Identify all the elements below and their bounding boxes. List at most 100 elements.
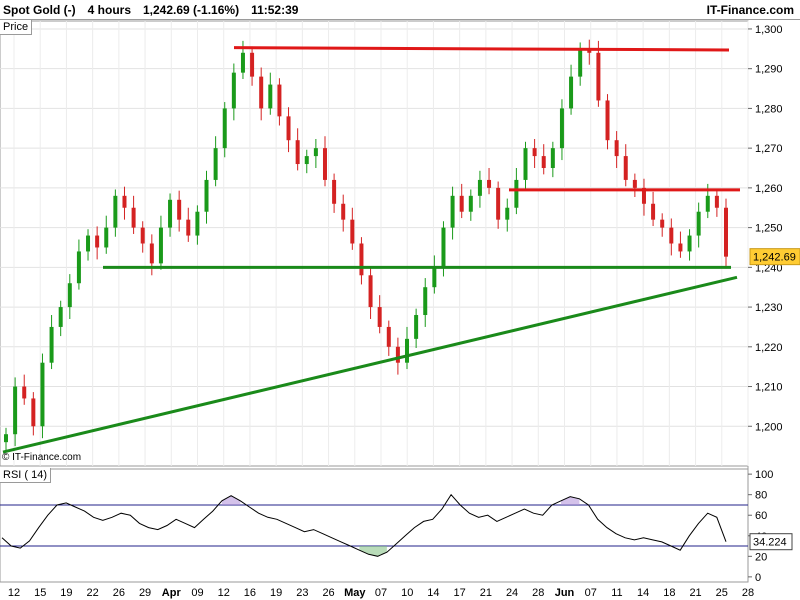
candle-body bbox=[714, 195, 719, 208]
candle-body bbox=[149, 243, 154, 264]
candle-body bbox=[86, 235, 91, 252]
candle-body bbox=[304, 156, 309, 165]
candle-body bbox=[669, 227, 674, 244]
x-tick-label: 18 bbox=[663, 587, 675, 599]
candle-body bbox=[22, 386, 27, 399]
candle-body bbox=[477, 179, 482, 196]
candle-body bbox=[377, 307, 382, 327]
x-tick-label: 19 bbox=[60, 587, 72, 599]
candle-body bbox=[386, 326, 391, 347]
price-pane-frame bbox=[0, 20, 749, 467]
candle-body bbox=[295, 140, 300, 165]
price-tick-label: 1,250 bbox=[755, 223, 783, 235]
rising-trendline bbox=[2, 275, 738, 454]
x-tick-label: 07 bbox=[585, 587, 597, 599]
candle-body bbox=[313, 148, 318, 157]
x-tick-label: 15 bbox=[34, 587, 46, 599]
candle-body bbox=[405, 338, 410, 363]
price-tick-label: 1,210 bbox=[755, 382, 783, 394]
candle-body bbox=[322, 148, 327, 180]
watermark: © IT-Finance.com bbox=[2, 452, 82, 463]
x-tick-label: 19 bbox=[270, 587, 282, 599]
candle-body bbox=[505, 207, 510, 220]
price-tick-label: 1,300 bbox=[755, 24, 783, 36]
clock-time: 11:52:39 bbox=[251, 2, 299, 17]
candle-body bbox=[459, 195, 464, 212]
x-tick-label: 28 bbox=[532, 587, 544, 599]
rsi-tick-label: 0 bbox=[755, 572, 761, 584]
price-tick-label: 1,240 bbox=[755, 262, 783, 274]
candle-body bbox=[423, 287, 428, 316]
candle-body bbox=[341, 203, 346, 220]
candle-body bbox=[222, 108, 227, 149]
candle-body bbox=[687, 235, 692, 252]
candle-body bbox=[514, 179, 519, 208]
candle-body bbox=[450, 195, 455, 228]
candle-body bbox=[496, 187, 501, 220]
price-tick-label: 1,290 bbox=[755, 64, 783, 76]
candle-body bbox=[104, 227, 109, 248]
x-tick-label: 09 bbox=[191, 587, 203, 599]
candle-body bbox=[395, 346, 400, 363]
candle-body bbox=[541, 156, 546, 169]
candle-body bbox=[332, 179, 337, 204]
price-tick-label: 1,270 bbox=[755, 143, 783, 155]
x-tick-label: 25 bbox=[716, 587, 728, 599]
last-price-tag bbox=[749, 248, 800, 266]
candle-body bbox=[195, 211, 200, 236]
timeframe-label: 4 hours bbox=[87, 2, 131, 17]
x-tick-label: 16 bbox=[244, 587, 256, 599]
x-tick-label: May bbox=[344, 587, 366, 599]
price-tick-label: 1,200 bbox=[755, 421, 783, 433]
x-tick-label: 21 bbox=[689, 587, 701, 599]
x-tick-label: Apr bbox=[162, 587, 182, 599]
last-price-change: 1,242.69 (-1.16%) bbox=[143, 2, 240, 17]
x-tick-label: 26 bbox=[113, 587, 125, 599]
price-tick-label: 1,220 bbox=[755, 342, 783, 354]
candle-body bbox=[113, 195, 118, 228]
candle-body bbox=[724, 207, 728, 257]
candle-body bbox=[31, 398, 36, 427]
chart-header: Spot Gold (-) 4 hours 1,242.69 (-1.16%) … bbox=[0, 0, 800, 20]
candle-body bbox=[660, 219, 665, 228]
candle-body bbox=[414, 315, 419, 339]
x-tick-label: 23 bbox=[296, 587, 308, 599]
candle-body bbox=[58, 307, 63, 327]
candle-body bbox=[532, 148, 537, 157]
candle-body bbox=[4, 434, 8, 443]
candle-body bbox=[268, 84, 273, 109]
candle-body bbox=[359, 243, 364, 276]
candle-body bbox=[131, 207, 136, 228]
candle-body bbox=[696, 211, 701, 236]
x-tick-label: 26 bbox=[322, 587, 334, 599]
candle-body bbox=[186, 219, 191, 236]
price-pane-label: Price bbox=[0, 20, 33, 35]
candle-body bbox=[95, 235, 100, 248]
rsi-last-label: 34.224 bbox=[753, 537, 787, 549]
price-tick-label: 1,260 bbox=[755, 183, 783, 195]
rsi-tick-label: 60 bbox=[755, 510, 767, 522]
x-tick-label: 11 bbox=[611, 587, 622, 599]
rsi-line bbox=[1, 493, 727, 557]
candle-body bbox=[231, 72, 236, 109]
candle-body bbox=[432, 267, 437, 288]
candle-body bbox=[614, 140, 619, 157]
candle-body bbox=[368, 275, 373, 308]
candle-body bbox=[122, 195, 127, 208]
x-tick-label: 29 bbox=[139, 587, 151, 599]
x-tick-label: 21 bbox=[480, 587, 492, 599]
candle-body bbox=[213, 148, 218, 180]
candle-body bbox=[596, 52, 601, 101]
x-tick-label: 24 bbox=[506, 587, 518, 599]
price-tick-label: 1,280 bbox=[755, 103, 783, 115]
candle-body bbox=[177, 199, 182, 220]
rsi-tick-label: 100 bbox=[755, 469, 773, 481]
candle-body bbox=[204, 179, 209, 212]
x-tick-label: Jun bbox=[555, 587, 575, 599]
candle-body bbox=[13, 386, 18, 435]
candle-body bbox=[350, 219, 355, 244]
candle-body bbox=[76, 251, 81, 284]
candle-body bbox=[487, 179, 492, 188]
candle-body bbox=[632, 179, 637, 188]
